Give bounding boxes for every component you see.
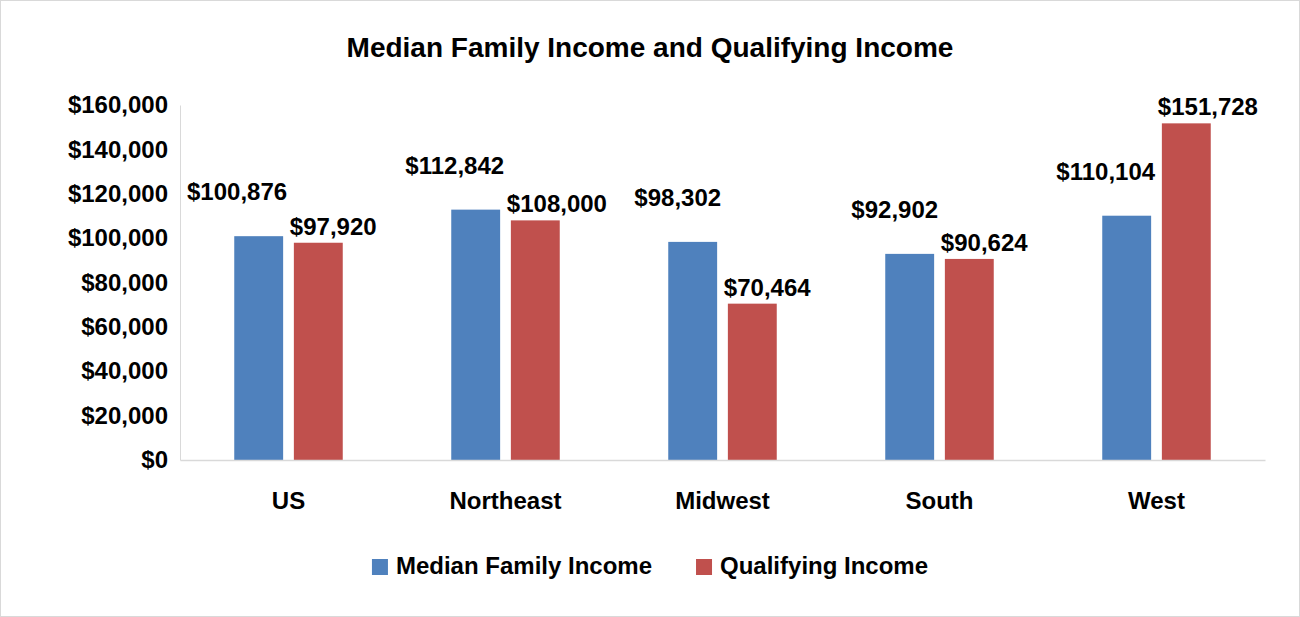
x-tick: Northeast (449, 460, 561, 514)
legend-item: Median Family Income (372, 552, 652, 579)
data-label: $108,000 (507, 190, 607, 217)
y-axis: $0 $20,000 $40,000 $60,000 $80,000 $100,000 $1… (68, 91, 181, 473)
legend-swatch (372, 559, 388, 575)
y-tick-label: $0 (141, 446, 168, 473)
y-tick-label: $80,000 (81, 269, 168, 296)
x-axis-line (181, 460, 1266, 462)
y-tick-label: $120,000 (68, 180, 168, 207)
x-tick: West (1128, 460, 1185, 514)
x-tick: US (272, 460, 305, 514)
data-label: $90,624 (941, 229, 1028, 256)
y-tick: $60,000 (81, 313, 180, 340)
y-tick-label: $140,000 (68, 136, 168, 163)
bar (885, 254, 934, 460)
data-label: $151,728 (1158, 93, 1258, 120)
chart-title: Median Family Income and Qualifying Inco… (347, 32, 954, 63)
bar (1102, 216, 1151, 460)
y-axis-line (180, 106, 181, 461)
x-tick-label: US (272, 487, 305, 514)
legend: Median Family Income Qualifying Income (372, 552, 928, 579)
x-tick-label: West (1128, 487, 1185, 514)
x-tick: Midwest (675, 460, 770, 514)
bar (668, 242, 717, 460)
y-tick: $100,000 (68, 224, 180, 251)
y-tick-label: $60,000 (81, 313, 168, 340)
y-tick-label: $20,000 (81, 402, 168, 429)
bar (511, 220, 560, 460)
y-tick: $0 (141, 446, 180, 473)
bar (728, 304, 777, 460)
y-tick: $140,000 (68, 136, 180, 163)
x-tick-label: Northeast (449, 487, 561, 514)
bars (234, 123, 1211, 460)
y-tick: $80,000 (81, 269, 180, 296)
y-tick-label: $100,000 (68, 224, 168, 251)
bar (234, 236, 283, 460)
bar (1162, 123, 1211, 460)
y-tick-label: $160,000 (68, 91, 168, 118)
x-axis: US Northeast Midwest South West (181, 460, 1266, 514)
y-tick: $40,000 (81, 357, 180, 384)
data-label: $110,104 (1056, 158, 1155, 185)
y-tick: $160,000 (68, 91, 180, 118)
chart: Median Family Income and Qualifying Inco… (0, 0, 1300, 617)
data-label: $98,302 (634, 184, 721, 211)
y-tick: $20,000 (81, 402, 180, 429)
bar (294, 243, 343, 460)
bar (945, 259, 994, 460)
x-tick-label: Midwest (675, 487, 770, 514)
data-label: $112,842 (405, 152, 504, 179)
data-label: $92,902 (851, 196, 938, 223)
legend-item: Qualifying Income (696, 552, 928, 579)
x-tick: South (906, 460, 974, 514)
y-tick-label: $40,000 (81, 357, 168, 384)
bar (451, 210, 500, 460)
data-label: $70,464 (724, 274, 811, 301)
x-tick-label: South (906, 487, 974, 514)
data-labels: $100,876 $112,842 $98,302 $92,902 $110,104 $9… (187, 93, 1258, 300)
legend-label: Qualifying Income (720, 552, 928, 579)
y-tick: $120,000 (68, 180, 180, 207)
legend-swatch (696, 559, 712, 575)
chart-frame (1, 1, 1300, 617)
data-label: $100,876 (187, 178, 287, 205)
data-label: $97,920 (290, 213, 377, 240)
legend-label: Median Family Income (396, 552, 652, 579)
